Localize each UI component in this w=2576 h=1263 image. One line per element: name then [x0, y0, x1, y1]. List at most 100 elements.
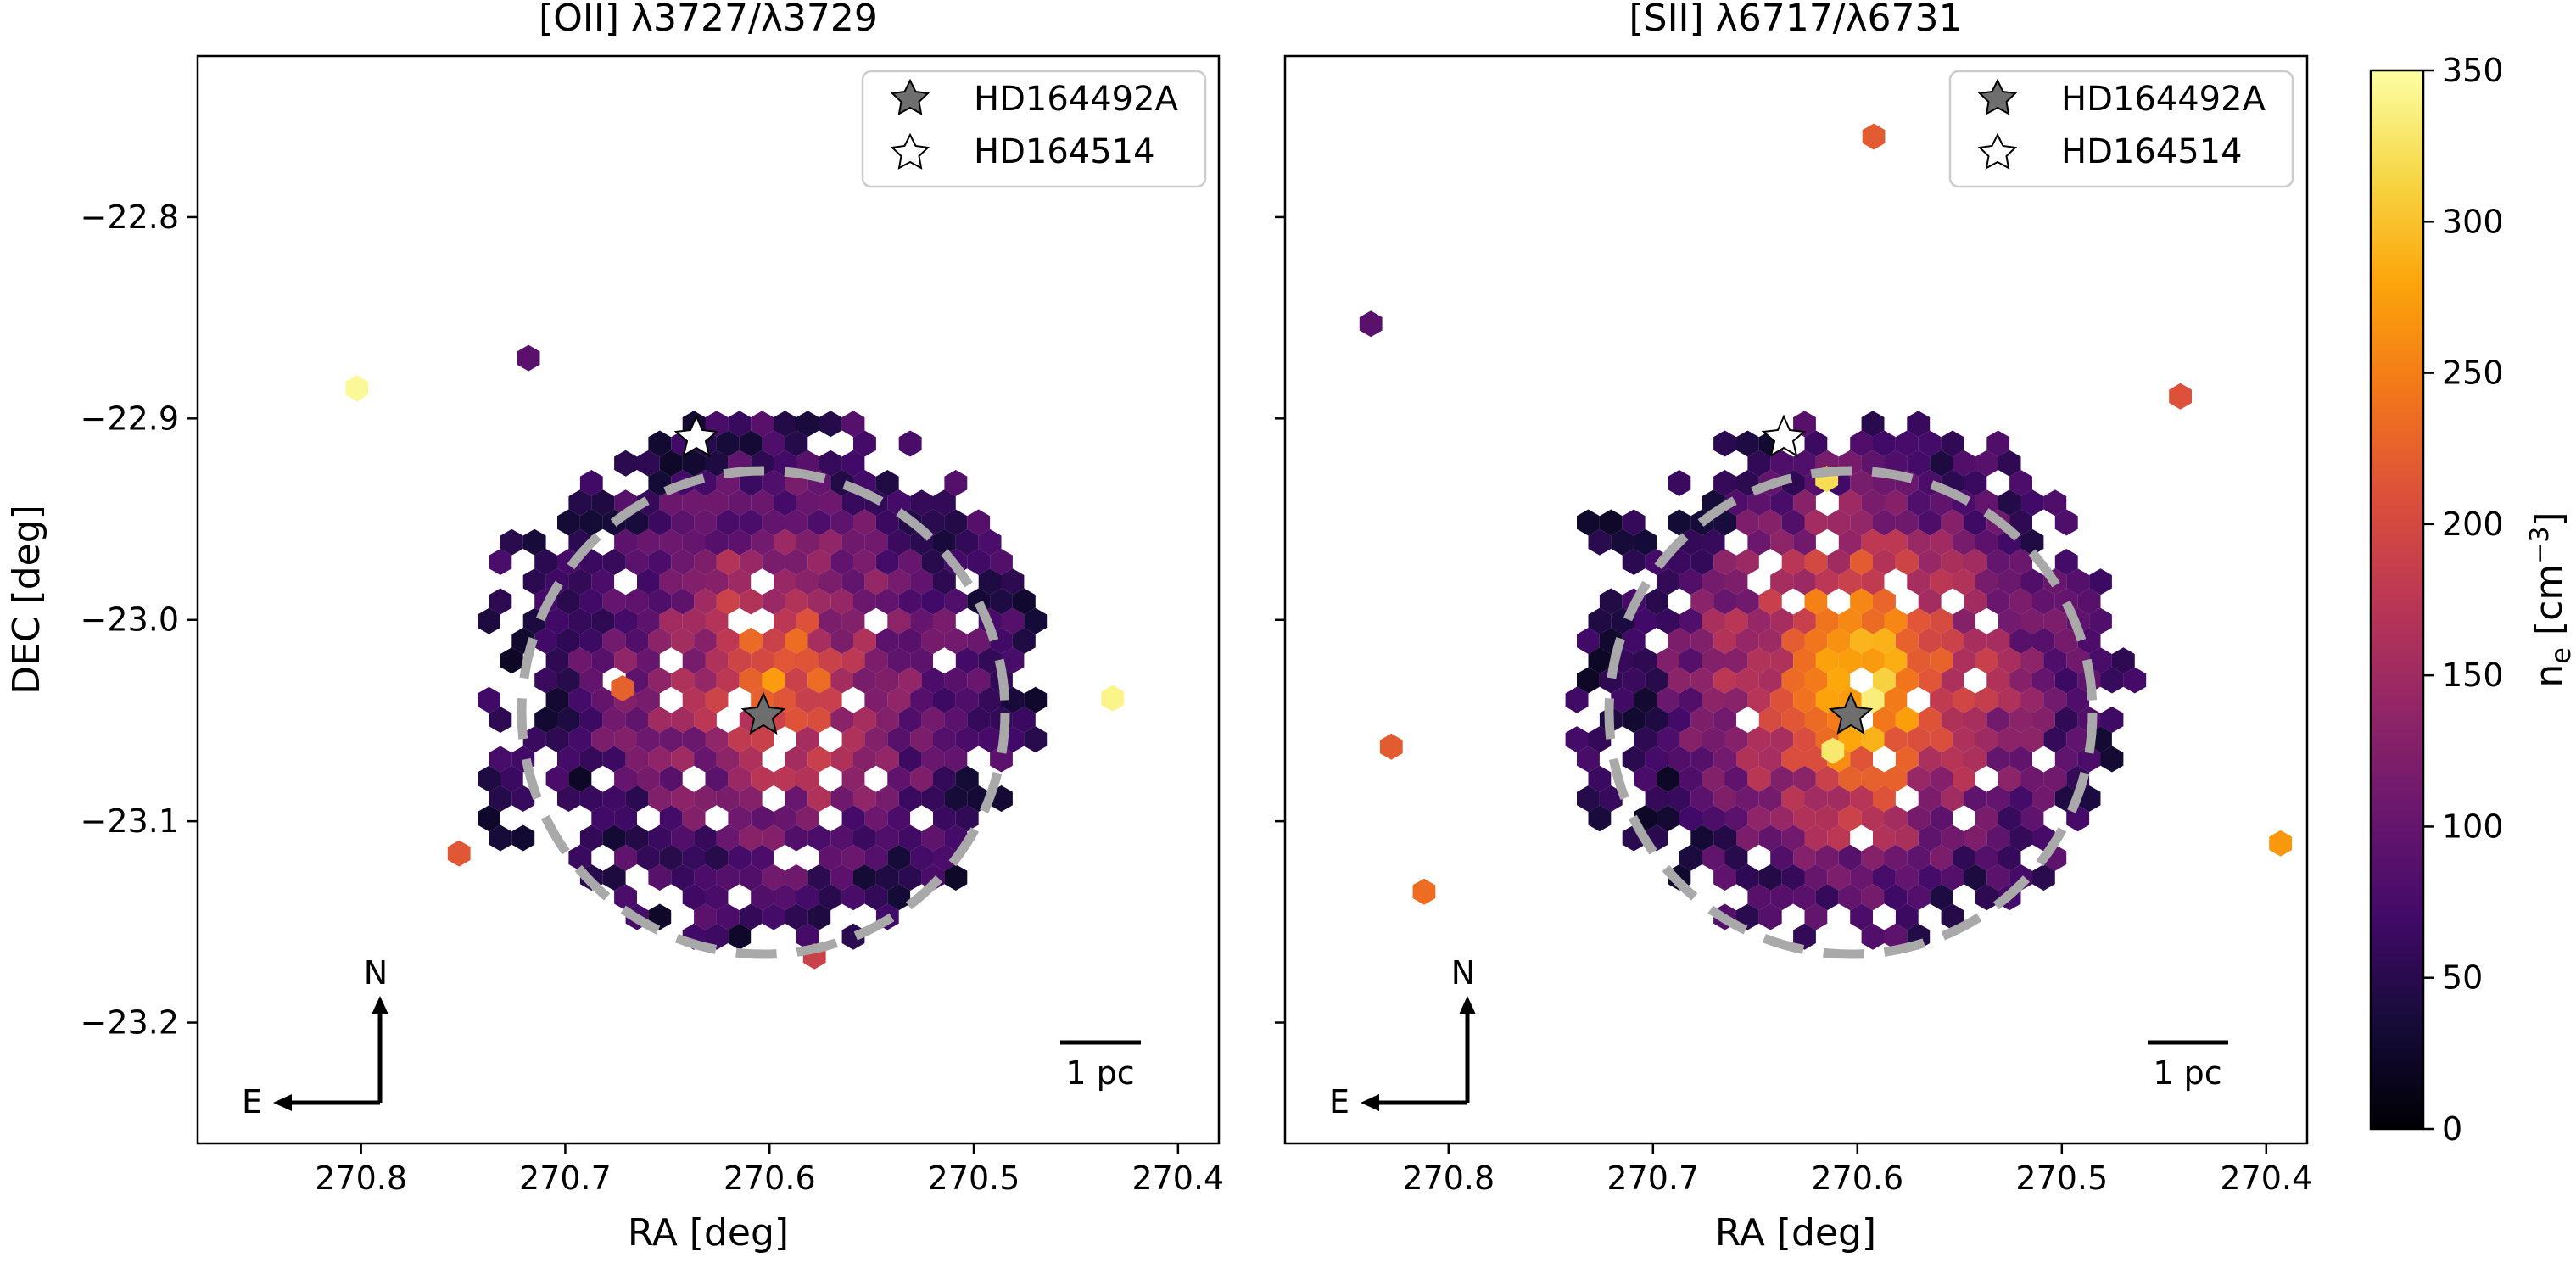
hexbin-cell — [1724, 844, 1748, 871]
hexbin-cell — [830, 864, 853, 891]
hexbin-cell — [716, 549, 740, 575]
hexbin-cell — [728, 805, 752, 832]
hexbin-cell — [807, 824, 831, 852]
legend-label-secondary: HD164514 — [2061, 132, 2243, 171]
hexbin-cell — [1713, 588, 1736, 615]
y-tick-label: −22.9 — [81, 400, 179, 437]
hexbin-cell — [1668, 667, 1691, 694]
hexbin-cell — [762, 430, 785, 457]
hexbin-cell — [1873, 785, 1896, 812]
hexbin-cell — [887, 489, 911, 517]
hexbin-cell — [1012, 628, 1036, 654]
hexbin-cell — [841, 726, 865, 753]
x-axis: 270.8 270.7 270.6 270.5 270.4 — [1402, 1143, 2312, 1197]
hexbin-cell — [2020, 686, 2044, 713]
hexbin-cell — [1770, 686, 1794, 713]
hexbin-cell — [1850, 470, 1873, 496]
hexbin-cell — [1815, 607, 1839, 634]
hexbin-cell — [1001, 568, 1025, 595]
hexbin-cell — [568, 489, 592, 517]
hexbin-cell — [2009, 824, 2032, 852]
hexbin-cell — [967, 549, 991, 575]
hexbin-cell — [728, 923, 752, 950]
hexbin-cell — [774, 805, 796, 832]
hexbin-cell — [1873, 824, 1896, 852]
hexbin-cell — [648, 824, 672, 852]
hexbin-cell — [2020, 568, 2044, 595]
hexbin-cell — [739, 470, 763, 496]
hexbin-cell — [864, 844, 888, 871]
hexbin-cell — [967, 509, 991, 536]
hexbin-cell — [1736, 746, 1759, 773]
hexbin-cell — [1998, 647, 2021, 674]
hexbin-cell — [1850, 746, 1873, 773]
hexbin-cell — [1895, 667, 1919, 694]
hexbin-cell — [921, 628, 945, 654]
hexbin-cell — [819, 686, 842, 713]
hexbin-cell — [1012, 588, 1036, 615]
hexbin-cell — [830, 549, 853, 575]
hexbin-cell — [933, 686, 956, 713]
hexbin-cell — [2089, 647, 2112, 674]
hexbin-cell — [1804, 509, 1828, 536]
hexbin-cell — [614, 805, 637, 832]
hexbin-cell — [705, 686, 729, 713]
hexbin-cell — [1941, 746, 1964, 773]
hexbin-cell — [1964, 785, 1987, 812]
hexbin-cell — [705, 450, 729, 477]
hexbin-cell — [1998, 844, 2021, 871]
hexbin-cell — [1804, 824, 1828, 852]
hexbin-cell — [478, 686, 500, 713]
hexbin-cell — [898, 707, 922, 733]
hexbin-cell — [1599, 785, 1623, 812]
hexbin-cell — [1861, 568, 1885, 595]
hexbin-cell — [1941, 667, 1964, 694]
hexbin-cell — [1941, 509, 1964, 536]
hexbin-cell — [785, 549, 808, 575]
hexbin-cell — [1953, 765, 1975, 792]
compass: N E — [1329, 954, 1476, 1120]
hexbin-cell — [1668, 509, 1691, 536]
hexbin-cell — [625, 628, 649, 654]
hexbin-cell — [682, 805, 706, 832]
hexbin-cell — [796, 607, 819, 634]
legend-label-primary: HD164492A — [2061, 80, 2266, 119]
hexbin-cell — [1622, 549, 1646, 575]
hexbin-cell — [1930, 765, 1953, 792]
hexbin-cell — [751, 805, 774, 832]
x-tick-label: 270.4 — [1132, 1160, 1224, 1197]
y-tick-label: −23.1 — [81, 802, 179, 840]
hexbin-cell — [1793, 686, 1816, 713]
hexbin-cell — [955, 726, 979, 753]
hexbin-cell — [762, 864, 785, 891]
hexbin-cell — [705, 844, 729, 871]
hexbin-cell — [1690, 628, 1714, 654]
hexbin-cell — [875, 470, 899, 496]
hexbin-cell — [796, 568, 819, 595]
hexbin-cell — [671, 628, 695, 654]
x-tick-label: 270.5 — [2015, 1160, 2108, 1197]
hexbin-cell — [1747, 805, 1771, 832]
hexbin-cell — [1873, 588, 1896, 615]
hexbin-cell — [739, 824, 763, 852]
hexbin-cell — [1986, 667, 2010, 694]
hexbin-cell — [853, 746, 876, 773]
hexbin-cell — [830, 588, 853, 615]
hexbin-cell — [511, 785, 535, 812]
hexbin-cell — [1850, 509, 1873, 536]
hexbin-cell — [887, 884, 911, 911]
hexbin-cell — [1657, 607, 1679, 634]
hexbin-cell — [785, 824, 808, 852]
hexbin-cell — [728, 568, 752, 595]
hexbin-cell — [716, 628, 740, 654]
hexbin-cell — [1873, 430, 1896, 457]
hexbin-cell — [796, 765, 819, 792]
hexbin-cell — [534, 667, 557, 694]
hexbin-cell — [1657, 726, 1679, 753]
hexbin-cell — [2020, 647, 2044, 674]
hexbin-cell — [1793, 489, 1816, 517]
hexbin-cell — [1873, 509, 1896, 536]
hexbin-cell — [579, 824, 603, 852]
hexbin-cell — [1599, 509, 1623, 536]
hexbin-cell — [944, 628, 968, 654]
